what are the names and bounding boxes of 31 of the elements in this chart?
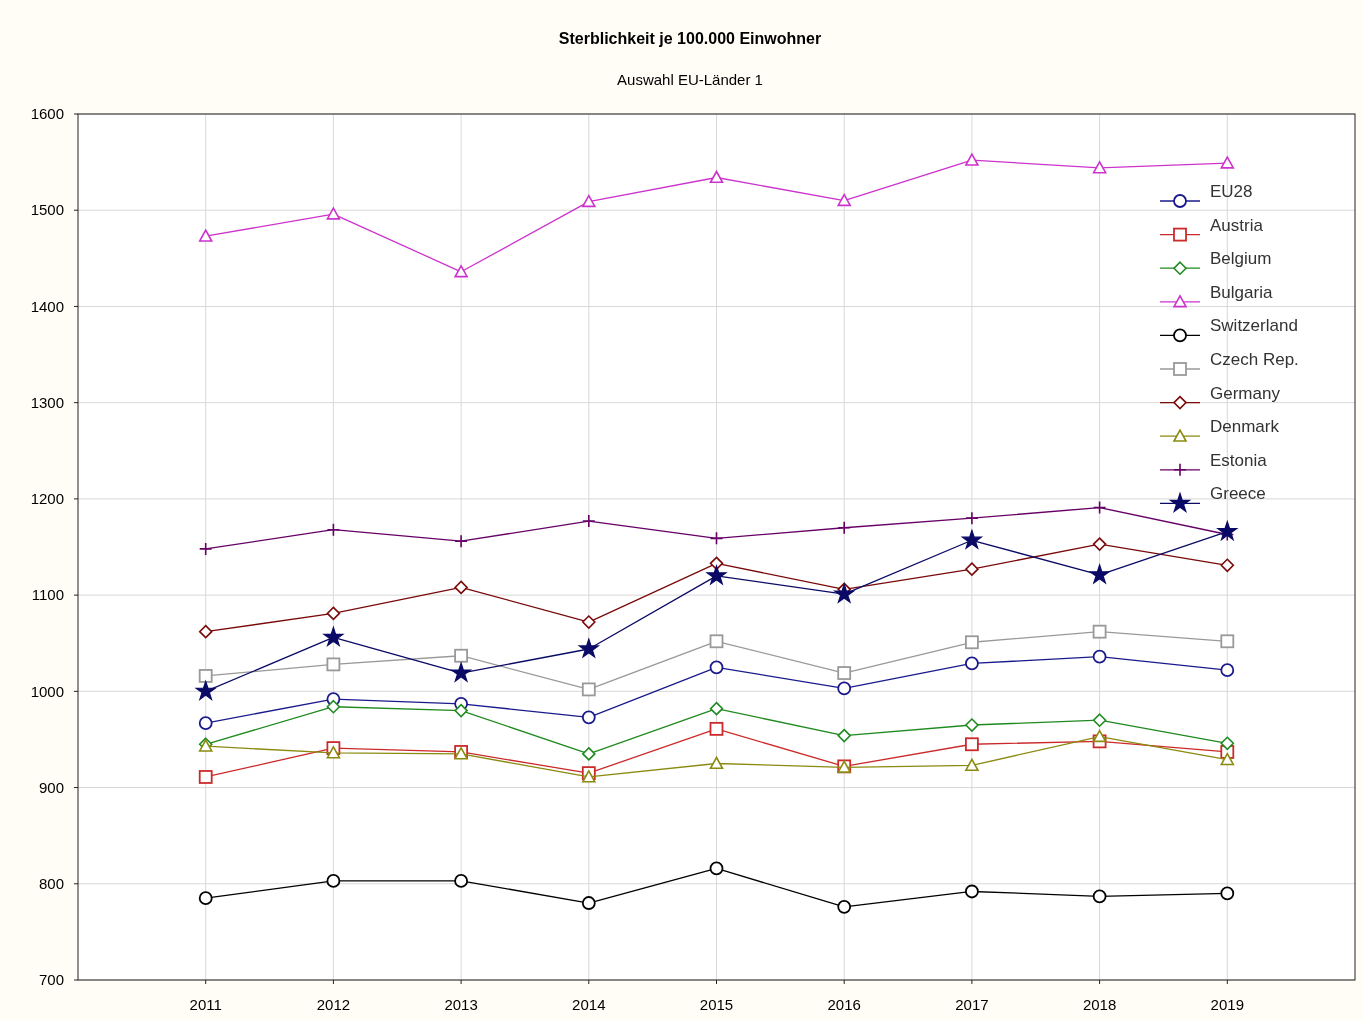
x-tick-label: 2019: [1210, 996, 1244, 1013]
x-tick-label: 2012: [316, 996, 351, 1013]
x-tick-label: 2015: [699, 996, 734, 1013]
x-tick-label: 2011: [189, 996, 222, 1013]
legend-label: Greece: [1210, 484, 1266, 504]
y-tick-label: 1600: [30, 105, 64, 123]
y-tick-label: 800: [38, 875, 64, 893]
y-tick-label: 1500: [30, 201, 64, 219]
y-tick-label: 1100: [31, 586, 64, 604]
y-tick-label: 1200: [30, 490, 64, 508]
legend-label: EU28: [1210, 182, 1253, 201]
legend-label: Bulgaria: [1210, 282, 1273, 302]
x-tick-label: 2017: [955, 996, 989, 1013]
legend-label: Czech Rep.: [1210, 350, 1299, 369]
x-tick-label: 2013: [444, 996, 478, 1013]
y-tick-label: 1300: [30, 393, 64, 411]
legend-label: Belgium: [1210, 249, 1272, 269]
y-tick-label: 700: [38, 971, 64, 989]
legend-label: Denmark: [1210, 417, 1280, 437]
x-tick-label: 2018: [1082, 996, 1117, 1013]
y-tick-label: 1000: [30, 682, 64, 700]
x-tick-label: 2016: [827, 996, 861, 1013]
chart-subtitle: Auswahl EU-Länder 1: [617, 71, 763, 88]
legend-label: Switzerland: [1210, 316, 1298, 336]
x-tick-label: 2014: [572, 996, 606, 1013]
y-tick-label: 900: [38, 778, 64, 796]
legend-label: Estonia: [1210, 450, 1268, 470]
chart-title: Sterblichkeit je 100.000 Einwohner: [558, 30, 822, 47]
y-tick-label: 1400: [30, 297, 64, 315]
legend-label: Austria: [1210, 215, 1264, 235]
legend-label: Germany: [1210, 383, 1281, 403]
